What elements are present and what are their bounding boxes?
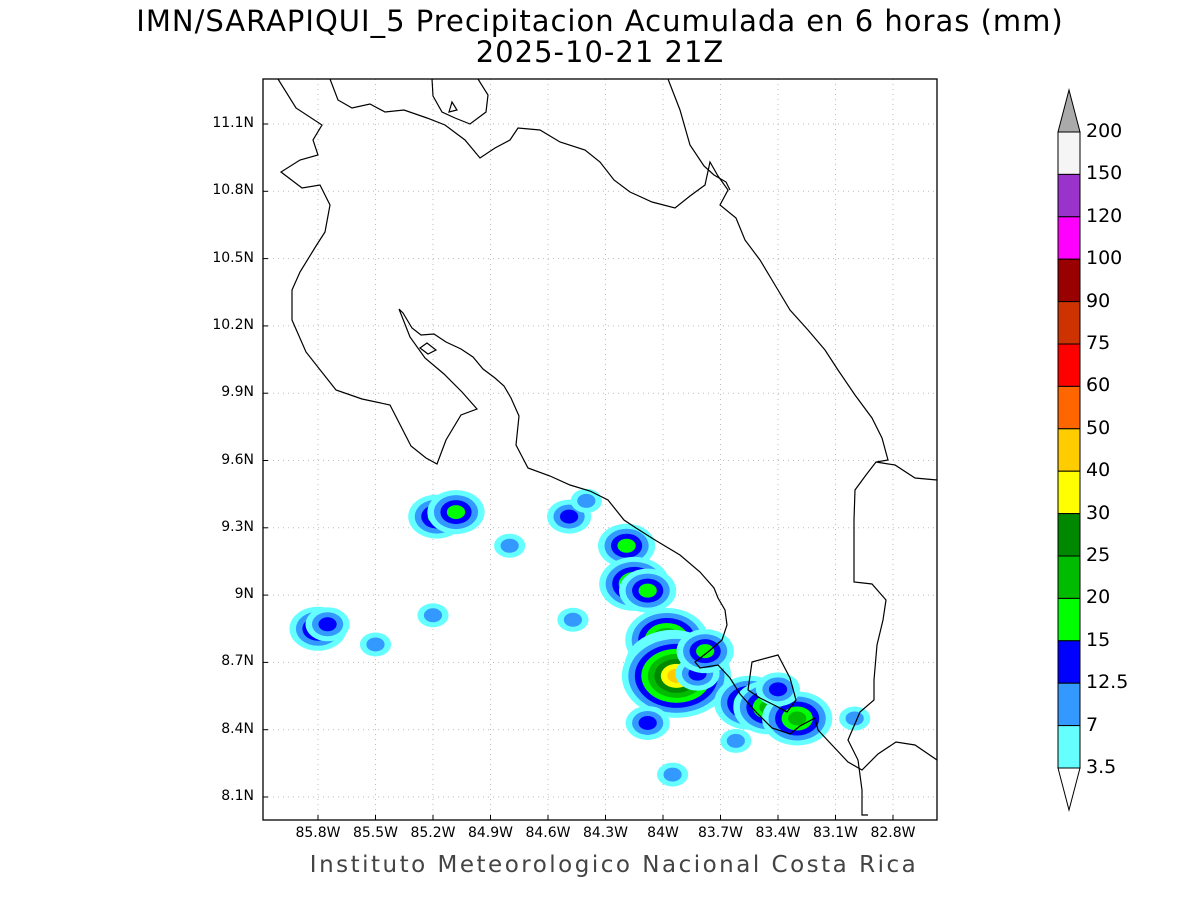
precip-cell [359,632,392,657]
colorbar-label: 90 [1086,289,1111,312]
lon-tick-label: 84W [647,825,679,841]
colorbar-swatch [1057,555,1081,599]
precip-contour [788,711,807,726]
lat-tick-label: 9.3N [221,518,254,535]
lon-tick-label: 84.9W [467,825,513,841]
colorbar-swatch [1057,343,1081,387]
colorbar-swatch [1057,640,1081,684]
lon-tick-label: 83.4W [755,825,801,841]
colorbar-label: 25 [1086,544,1111,566]
colorbar-label: 40 [1086,459,1111,482]
colorbar-bottom-arrow [1057,767,1081,812]
precip-contour [768,682,788,697]
colorbar-label: 12.5 [1086,671,1129,694]
precip-contour [638,583,657,598]
coastline [277,79,937,816]
precipitation-field [289,488,871,787]
precip-cell [755,672,801,707]
colorbar-swatch [1057,725,1081,769]
map-valid-time: 2025-10-21 21Z [475,35,725,69]
colorbar-label: 20 [1086,586,1111,609]
lon-tick-label: 83.7W [697,825,743,841]
precip-contour [638,715,657,730]
colorbar-label: 50 [1086,416,1111,439]
precip-cell [494,533,526,558]
precip-contour [318,617,337,632]
precip-contour [696,644,715,659]
lat-tick-label: 8.4N [221,720,254,737]
colorbar-swatch [1057,682,1081,727]
lon-tick-label: 85.8W [295,825,341,841]
lat-tick-label: 9.6N [221,451,254,468]
colorbar-top-arrow [1057,88,1081,133]
lon-tick-label: 85.2W [410,825,456,841]
precip-contour [663,767,682,782]
precip-cell [656,762,689,787]
precip-contour [559,509,579,524]
precip-cell [676,629,734,674]
precip-cell [417,603,449,628]
lat-tick-label: 10.2N [212,316,254,333]
lat-tick-label: 10.5N [212,249,254,266]
precip-cell [839,706,871,731]
precip-cell [720,728,752,753]
lon-tick-label: 84.6W [525,825,571,841]
precip-cell [597,523,656,568]
colorbar-swatch [1057,597,1081,642]
precip-cell [625,705,670,740]
map-grid [263,79,937,820]
precip-contour [563,612,583,627]
colorbar-swatch [1057,470,1081,515]
precip-contour [726,733,745,748]
lon-tick-label: 85.5W [352,825,398,841]
footer-credit: Instituto Meteorologico Nacional Costa R… [309,852,919,878]
precip-contour [617,538,636,553]
precip-contour [423,608,443,623]
lat-tick-label: 8.7N [221,653,254,670]
lat-tick-label: 8.1N [221,788,254,804]
colorbar-swatch [1057,258,1081,303]
lon-tick-label: 84.3W [582,825,628,841]
colorbar-swatch [1057,513,1081,557]
precip-cell [427,490,485,535]
colorbar-label: 30 [1086,501,1111,524]
colorbar-label: 7 [1086,713,1099,736]
lon-tick-label: 82.8W [870,825,916,841]
colorbar-swatch [1057,216,1081,260]
colorbar-label: 60 [1086,374,1111,397]
colorbar-label: 100 [1086,247,1123,270]
lat-tick-label: 9N [234,586,254,603]
precip-cell [619,568,677,613]
colorbar-label: 150 [1086,162,1123,185]
precip-contour [366,637,385,652]
colorbar-swatch [1057,131,1081,175]
precip-contour [577,493,596,508]
lat-tick-label: 10.8N [212,182,254,199]
precip-cell [557,607,589,632]
colorbar-label: 3.5 [1086,756,1117,778]
colorbar-label: 15 [1086,628,1111,651]
colorbar-label: 200 [1086,120,1123,142]
precip-cell [305,607,350,642]
colorbar-swatch [1057,385,1081,430]
colorbar-swatch [1057,173,1081,218]
map-title: IMN/SARAPIQUI_5 Precipitacion Acumulada … [136,4,1064,38]
lon-tick-label: 83.1W [812,825,858,841]
colorbar-label: 120 [1086,204,1123,227]
precip-cell [570,488,602,513]
lat-tick-label: 9.9N [221,384,254,401]
precip-contour [500,538,519,553]
colorbar-swatch [1057,301,1081,345]
colorbar-label: 75 [1086,332,1111,354]
colorbar [1057,88,1081,812]
colorbar-swatch [1057,428,1081,472]
lat-tick-label: 11.1N [212,115,254,131]
precip-contour [446,505,466,520]
